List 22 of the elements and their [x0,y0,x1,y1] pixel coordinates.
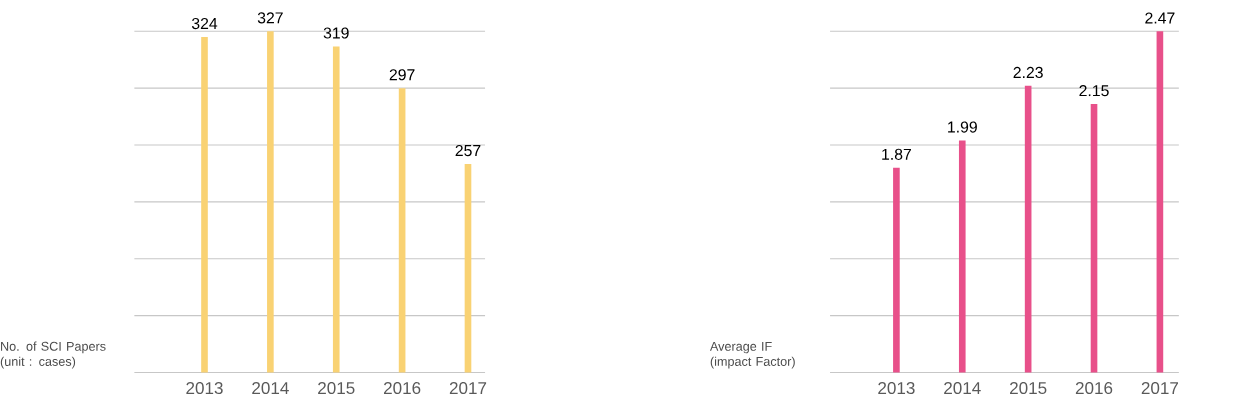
x-tick-label: 2013 [186,382,223,395]
x-tick-label: 2016 [1075,382,1113,395]
data-label: 2.15 [1079,85,1109,97]
data-label: 319 [323,27,349,39]
x-tick-label: 2014 [252,382,289,395]
y-axis-title: No. of SCI Papers (unit : cases) [0,341,106,369]
x-tick-label: 2014 [944,382,981,395]
data-label: 2.47 [1145,12,1175,24]
data-label: 2.23 [1013,67,1043,79]
x-tick-label: 2017 [1141,382,1179,395]
data-label: 1.99 [948,121,977,133]
x-tick-label: 2017 [449,382,487,395]
x-tick-label: 2015 [1010,382,1047,395]
data-label: 327 [257,12,283,24]
data-label: 324 [191,18,218,30]
x-tick-label: 2013 [878,382,915,395]
data-label: 257 [455,145,481,157]
x-tick-label: 2016 [383,382,421,395]
y-axis-title: Average IF (impact Factor) [709,342,795,369]
data-label: 1.87 [882,149,911,161]
x-tick-label: 2015 [318,382,355,395]
data-label: 297 [389,69,415,81]
